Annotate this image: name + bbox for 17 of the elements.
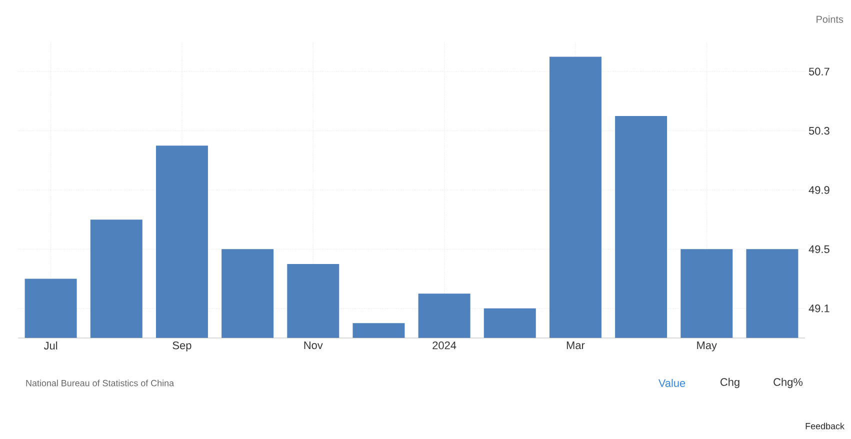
text: Feedback <box>806 422 844 430</box>
text: Chg <box>720 378 740 388</box>
y-tick-label: 50.3 <box>808 126 830 135</box>
y-tick-label: 49.5 <box>808 245 830 254</box>
x-tick-label: May <box>697 342 717 352</box>
x-tick-label: Jul <box>44 342 58 350</box>
y-tick-label: 49.9 <box>808 186 830 194</box>
x-tick-label: Nov <box>304 342 323 350</box>
y-axis-title: Points <box>816 16 844 23</box>
x-tick-label: Mar <box>566 342 585 350</box>
text: Chg% <box>774 378 803 388</box>
text: Value <box>658 378 686 388</box>
y-tick-label: 50.7 <box>808 68 830 76</box>
text: National Bureau of Statistics of China <box>26 380 174 386</box>
x-tick-label: Sep <box>172 342 192 352</box>
y-tick-label: 49.1 <box>808 304 830 312</box>
x-tick-label: 2024 <box>432 342 456 350</box>
